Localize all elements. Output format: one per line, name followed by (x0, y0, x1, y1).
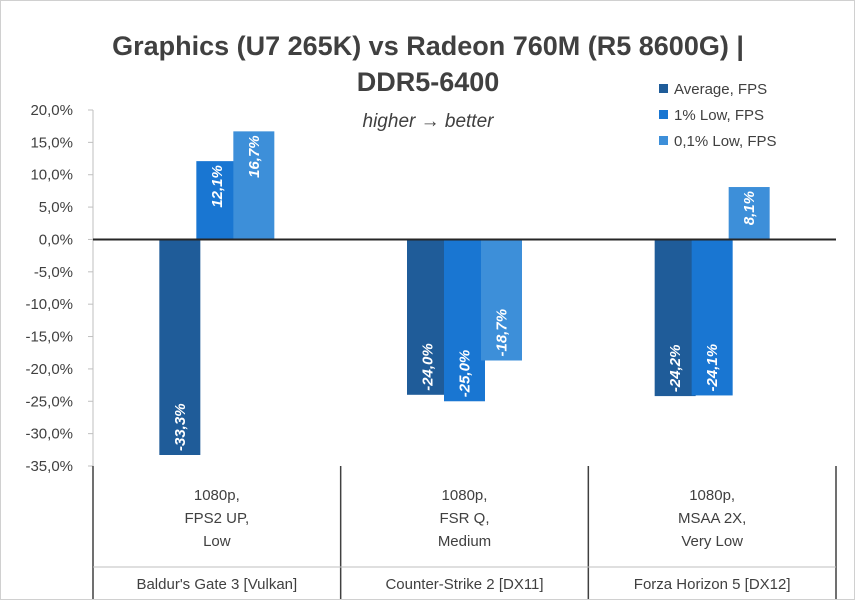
category-game-label: Baldur's Gate 3 [Vulkan] (136, 576, 297, 593)
bar (481, 239, 522, 361)
y-tick-label: 10,0% (30, 167, 73, 184)
bar (444, 239, 485, 402)
bar-value-label: -24,1% (704, 344, 721, 392)
legend-label: 0,1% Low, FPS (674, 133, 777, 150)
bar (691, 239, 733, 396)
category-settings-label: 1080p, (689, 487, 735, 504)
category-axis: 1080p, FPS2 UP, Low Baldur's Gate 3 [Vulkan… (92, 466, 837, 599)
bar (196, 161, 238, 240)
category-settings-label: Medium (438, 533, 491, 550)
y-tick-label: -25,0% (25, 393, 73, 410)
y-tick-label: -10,0% (25, 296, 73, 313)
y-tick-label: 0,0% (39, 231, 73, 248)
bar-value-label: -24,2% (667, 345, 684, 393)
category-settings-label: 1080p, (194, 487, 240, 504)
y-tick-label: -35,0% (25, 458, 73, 475)
chart-title-line: DDR5-6400 (357, 67, 500, 97)
legend-swatch (659, 110, 668, 119)
bar (728, 187, 770, 240)
legend-swatch (659, 84, 668, 93)
y-tick-label: -30,0% (25, 426, 73, 443)
bar-value-label: -18,7% (494, 309, 511, 357)
data-labels: -33,3% -24,0% -24,2% 12,1% -25,0% -24,1% 16,7%… (172, 135, 758, 451)
category-settings-label: FSR Q, (439, 510, 489, 527)
bar (233, 131, 275, 240)
bar-value-label: 12,1% (209, 165, 226, 208)
y-tick-label: -15,0% (25, 329, 73, 346)
bar (654, 239, 696, 397)
bars (159, 131, 770, 455)
category-settings-label: Low (203, 533, 231, 550)
chart-title: Graphics (U7 265K) vs Radeon 760M (R5 86… (112, 31, 744, 97)
chart-subtitle: higher → better (363, 111, 495, 132)
category-settings-label: MSAA 2X, (678, 510, 746, 527)
bar (159, 239, 201, 455)
y-tick-label: 5,0% (39, 199, 73, 216)
legend-label: 1% Low, FPS (674, 107, 764, 124)
y-tick-label: -20,0% (25, 361, 73, 378)
category-settings-label: FPS2 UP, (184, 510, 249, 527)
y-tick-label: -5,0% (34, 264, 73, 281)
category-game-label: Forza Horizon 5 [DX12] (634, 576, 791, 593)
legend: Average, FPS 1% Low, FPS 0,1% Low, FPS (659, 81, 777, 150)
legend-swatch (659, 136, 668, 145)
bar-value-label: 16,7% (246, 135, 263, 178)
y-axis: 20,0% 15,0% 10,0% 5,0% 0,0% -5,0% -10,0% -15,0%… (25, 102, 94, 475)
legend-label: Average, FPS (674, 81, 767, 98)
chart-title-line: Graphics (U7 265K) vs Radeon 760M (R5 86… (112, 31, 744, 61)
category-settings-label: 1080p, (442, 487, 488, 504)
bar-value-label: -25,0% (457, 350, 474, 398)
y-tick-label: 15,0% (30, 134, 73, 151)
bar-value-label: 8,1% (741, 191, 758, 225)
y-tick-label: 20,0% (30, 102, 73, 119)
category-settings-label: Very Low (681, 533, 743, 550)
category-game-label: Counter-Strike 2 [DX11] (385, 576, 543, 593)
bar-value-label: -24,0% (420, 343, 437, 391)
bar (407, 239, 448, 395)
bar-value-label: -33,3% (172, 403, 189, 451)
